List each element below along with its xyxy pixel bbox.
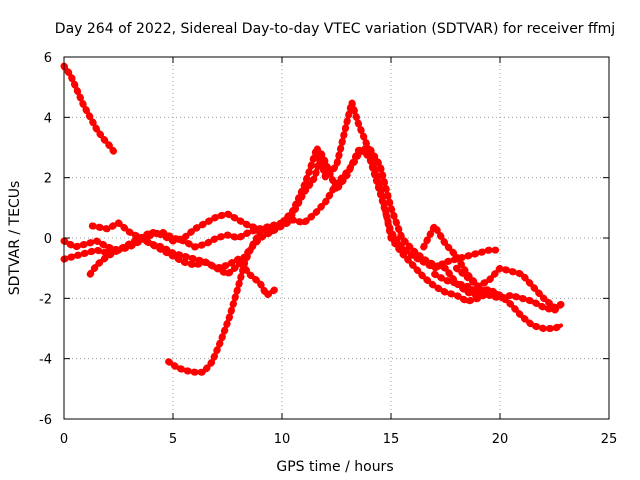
- chart-title: Day 264 of 2022, Sidereal Day-to-day VTE…: [55, 21, 615, 37]
- y-tick-label: -6: [39, 413, 52, 428]
- x-axis-label: GPS time / hours: [276, 459, 393, 475]
- axis-ticks: 0 5 10 15 20 25 -6 -4 -2 0 2 4 6: [39, 51, 617, 447]
- y-tick-label: 2: [44, 172, 52, 187]
- y-tick-label: -2: [39, 292, 52, 307]
- x-tick-label: 25: [601, 432, 618, 447]
- series-markers-track-4: [88, 147, 500, 278]
- series-markers-track-6: [165, 228, 264, 376]
- y-tick-label: 6: [44, 51, 52, 66]
- series-markers-track-5: [86, 98, 504, 305]
- series-markers-track-1: [60, 62, 118, 156]
- plot-series: [60, 62, 565, 376]
- y-tick-label: 0: [44, 232, 52, 247]
- x-tick-label: 10: [274, 432, 291, 447]
- y-tick-label: 4: [44, 111, 52, 126]
- series-markers-track-8: [420, 222, 565, 311]
- y-tick-label: -4: [39, 353, 52, 368]
- y-axis-label: SDTVAR / TECUs: [7, 181, 23, 296]
- x-tick-label: 5: [169, 432, 177, 447]
- x-tick-label: 15: [383, 432, 400, 447]
- series-markers-track-9: [452, 264, 565, 314]
- x-tick-label: 0: [60, 432, 68, 447]
- x-tick-label: 20: [492, 432, 509, 447]
